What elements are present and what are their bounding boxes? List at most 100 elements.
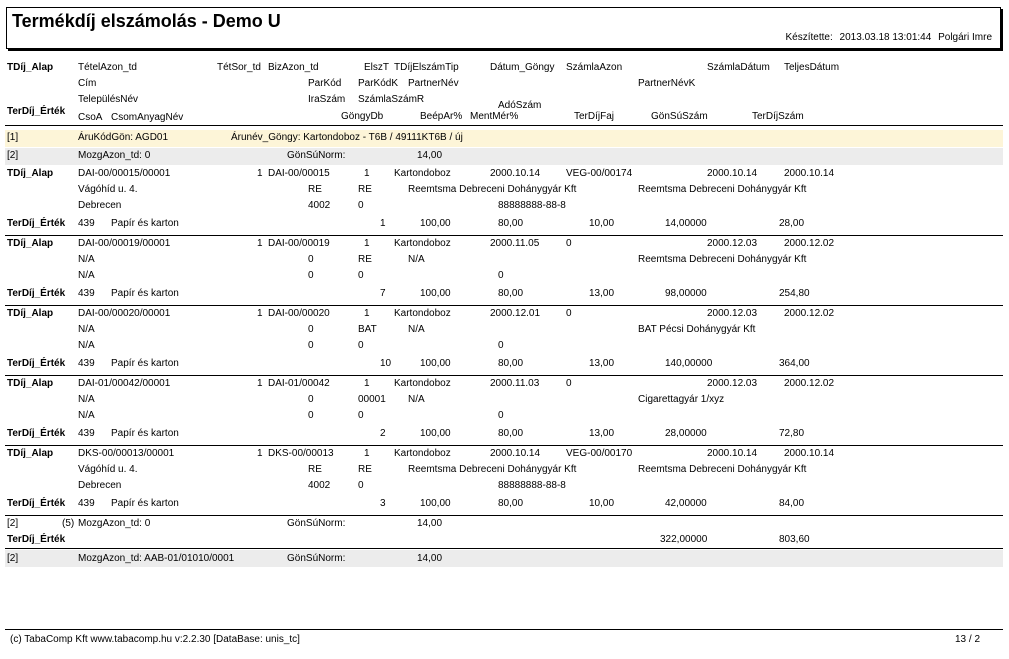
column-header-l1-8: SzámlaDátum	[707, 62, 770, 73]
record-0-a1-6: 2000.10.14	[490, 168, 541, 179]
record-1-a1-7: 0	[566, 238, 572, 249]
record-1-a1-4: 1	[364, 238, 370, 249]
summary-norm-label: GönSúNorm:	[287, 518, 346, 529]
created-date: 2013.03.18 13:01:44	[839, 32, 932, 43]
column-header-l4-0: TerDíj_Érték	[7, 106, 66, 117]
record-2-a3-0: N/A	[78, 340, 95, 351]
record-divider-3	[5, 445, 1003, 446]
record-1-a1-0: TDíj_Alap	[7, 238, 54, 249]
record-0-a2-1: RE	[308, 184, 322, 195]
record-1-a1-1: DAI-00/00019/00001	[78, 238, 171, 249]
column-header-l2-2: ParKódK	[358, 78, 399, 89]
record-0-a1-2: 1	[257, 168, 263, 179]
record-1-v-2: Papír és karton	[111, 288, 179, 299]
record-3-v-0: TerDíj_Érték	[7, 428, 66, 439]
record-2-a1-6: 2000.12.01	[490, 308, 541, 319]
record-4-a3-2: 0	[358, 480, 364, 491]
record-0-v-4: 100,00	[420, 218, 451, 229]
record-1-a1-9: 2000.12.02	[784, 238, 835, 249]
record-0-a1-8: 2000.10.14	[707, 168, 758, 179]
record-3-a1-3: DAI-01/00042	[268, 378, 330, 389]
record-4-v-6: 10,00	[589, 498, 615, 509]
record-2-a1-3: DAI-00/00020	[268, 308, 330, 319]
group3-norm: 14,00	[417, 553, 443, 564]
record-0-a1-1: DAI-00/00015/00001	[78, 168, 171, 179]
record-0-a2-2: RE	[358, 184, 372, 195]
record-1-v-4: 100,00	[420, 288, 451, 299]
record-1-a1-6: 2000.11.05	[490, 238, 540, 249]
group3-key: MozgAzon_td: AAB-01/01010/0001	[78, 553, 235, 564]
record-0-v-8: 28,00	[779, 218, 805, 229]
record-divider-4	[5, 515, 1003, 516]
record-2-v-1: 439	[78, 358, 95, 369]
record-3-a2-3: N/A	[408, 394, 425, 405]
column-header-l3-1: IraSzám	[308, 94, 346, 105]
record-2-a1-2: 1	[257, 308, 263, 319]
group2-norm-label: GönSúNorm:	[287, 150, 346, 161]
record-0-a1-5: Kartondoboz	[394, 168, 451, 179]
column-header-l4-7: GönSúSzám	[651, 111, 708, 122]
record-2-v-8: 364,00	[779, 358, 810, 369]
record-1-v-8: 254,80	[779, 288, 810, 299]
record-0-v-5: 80,00	[498, 218, 524, 229]
record-4-v-0: TerDíj_Érték	[7, 498, 66, 509]
record-4-a1-7: VEG-00/00170	[566, 448, 633, 459]
record-4-v-8: 84,00	[779, 498, 805, 509]
record-1-a1-2: 1	[257, 238, 263, 249]
column-header-l4-5: MentMér%	[470, 111, 519, 122]
summary-total-label: TerDíj_Érték	[7, 534, 66, 545]
record-4-v-1: 439	[78, 498, 95, 509]
record-1-v-6: 13,00	[589, 288, 615, 299]
record-divider-0	[5, 235, 1003, 236]
column-header-l1-0: TDíj_Alap	[7, 62, 54, 73]
record-1-a1-8: 2000.12.03	[707, 238, 758, 249]
record-0-v-1: 439	[78, 218, 95, 229]
record-4-a2-1: RE	[308, 464, 322, 475]
record-4-a1-4: 1	[364, 448, 370, 459]
record-1-a3-0: N/A	[78, 270, 95, 281]
record-3-a1-4: 1	[364, 378, 370, 389]
record-3-a1-0: TDíj_Alap	[7, 378, 54, 389]
column-header-l1-1: TételAzon_td	[78, 62, 137, 73]
record-3-a3-0: N/A	[78, 410, 95, 421]
group1-key: ÁruKódGön: AGD01	[78, 132, 169, 143]
column-header-l1-7: SzámlaAzon	[566, 62, 623, 73]
column-header-l2-1: ParKód	[308, 78, 342, 89]
group-band-2	[5, 148, 1003, 165]
group2-key: MozgAzon_td: 0	[78, 150, 151, 161]
record-1-v-7: 98,00000	[665, 288, 707, 299]
record-2-a2-4: BAT Pécsi Dohánygyár Kft	[638, 324, 756, 335]
record-0-v-0: TerDíj_Érték	[7, 218, 66, 229]
record-3-v-2: Papír és karton	[111, 428, 179, 439]
group1-name: Árunév_Göngy: Kartondoboz - T6B / 49111K…	[231, 132, 463, 143]
record-3-v-3: 2	[380, 428, 386, 439]
record-divider-2	[5, 375, 1003, 376]
record-4-a3-3: 88888888-88-8	[498, 480, 566, 491]
group2-index: [2]	[7, 150, 19, 161]
record-0-a2-3: Reemtsma Debreceni Dohánygyár Kft	[408, 184, 577, 195]
summary-key: MozgAzon_td: 0	[78, 518, 151, 529]
record-2-v-5: 80,00	[498, 358, 524, 369]
record-2-a1-0: TDíj_Alap	[7, 308, 54, 319]
record-3-v-7: 28,00000	[665, 428, 707, 439]
record-4-a1-3: DKS-00/00013	[268, 448, 334, 459]
record-0-v-7: 14,00000	[665, 218, 707, 229]
summary-count: (5)	[62, 518, 75, 529]
record-0-v-6: 10,00	[589, 218, 615, 229]
record-2-a1-5: Kartondoboz	[394, 308, 451, 319]
created-by: Polgári Imre	[938, 32, 992, 43]
group-band-1	[5, 130, 1003, 147]
record-1-a3-1: 0	[308, 270, 314, 281]
record-2-a3-1: 0	[308, 340, 314, 351]
column-header-l1-3: BizAzon_td	[268, 62, 319, 73]
record-2-a1-9: 2000.12.02	[784, 308, 835, 319]
record-1-a2-3: N/A	[408, 254, 425, 265]
footer-divider	[5, 629, 1003, 630]
header-divider	[5, 125, 1003, 126]
record-4-v-4: 100,00	[420, 498, 451, 509]
record-2-a2-2: BAT	[358, 324, 377, 335]
column-header-l1-6: Dátum_Göngy	[490, 62, 555, 73]
record-3-a2-2: 00001	[358, 394, 386, 405]
record-3-v-1: 439	[78, 428, 95, 439]
record-2-v-2: Papír és karton	[111, 358, 179, 369]
